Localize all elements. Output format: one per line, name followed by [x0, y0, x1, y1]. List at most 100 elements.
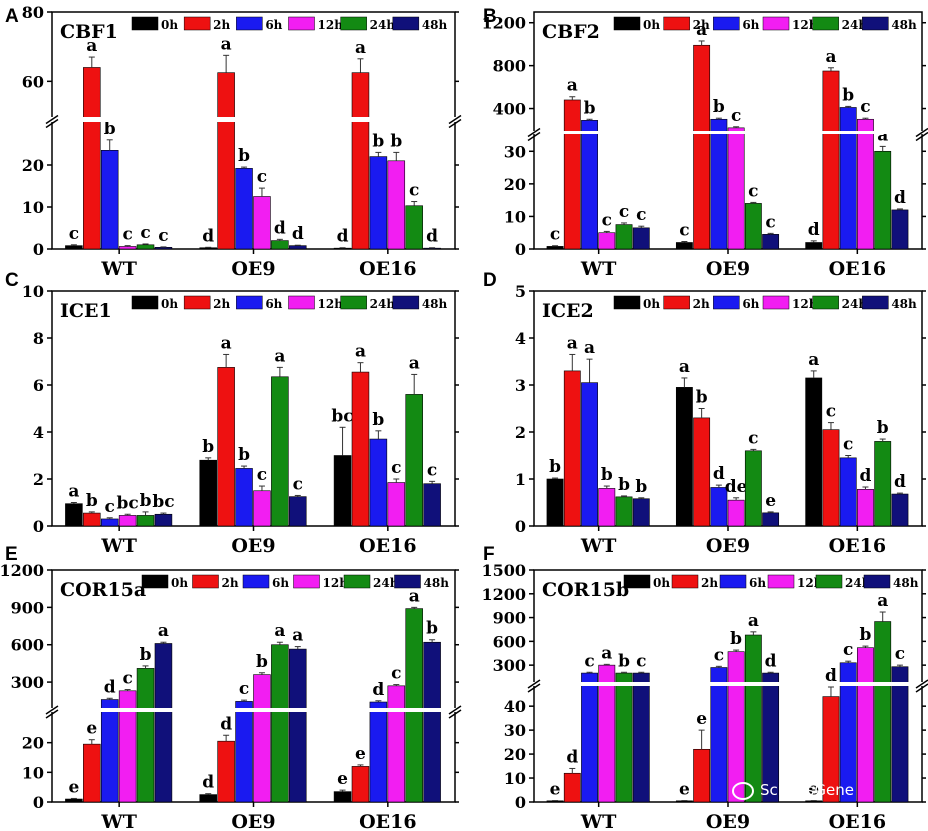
significance-letter: b [238, 146, 250, 166]
legend-label: 6h [742, 18, 759, 32]
legend-swatch [713, 16, 740, 31]
bar [253, 490, 271, 527]
bar [693, 44, 711, 250]
significance-letter: b [618, 475, 630, 495]
x-tick-label: WT [580, 258, 616, 280]
significance-letter: b [860, 625, 872, 645]
y-tick-label: 300 [11, 673, 44, 692]
significance-letter: e [808, 780, 819, 800]
significance-letter: d [808, 220, 820, 240]
bar [874, 621, 892, 803]
y-tick-label: 0 [33, 517, 44, 536]
significance-letter: d [104, 677, 116, 697]
bar [598, 488, 616, 527]
panel-letter: F [483, 544, 495, 565]
y-tick-label: 30 [504, 142, 526, 161]
bar [118, 515, 137, 527]
legend-swatch [623, 574, 651, 589]
bar [199, 794, 217, 803]
significance-letter: bc [116, 493, 138, 513]
axis-break-mark [915, 131, 928, 142]
axis-break-mark [915, 127, 928, 138]
bar [405, 608, 423, 803]
significance-letter: c [140, 223, 150, 243]
legend-label: 24h [370, 297, 396, 311]
y-tick-label: 600 [493, 632, 526, 651]
significance-letter: c [636, 651, 646, 671]
significance-letter: b [390, 131, 402, 151]
x-tick-label: OE16 [829, 535, 886, 557]
legend-swatch [713, 295, 740, 310]
bar [199, 459, 217, 527]
legend-label: 0h [643, 18, 660, 32]
bar [387, 160, 406, 250]
bar [154, 513, 173, 527]
bar [333, 455, 352, 527]
legend-label: 12h [318, 18, 344, 32]
bar [891, 209, 909, 250]
bar [100, 150, 119, 250]
axis-break-mark [915, 679, 928, 689]
y-tick-label: 0 [33, 793, 44, 812]
significance-letter: a [409, 586, 420, 606]
legend-label: 24h [370, 18, 396, 32]
bar [598, 232, 616, 250]
significance-letter: a [877, 591, 888, 611]
bar [615, 496, 633, 527]
legend-label: 48h [424, 576, 450, 590]
legend-label: 48h [422, 18, 448, 32]
bar [351, 371, 370, 527]
bar [632, 227, 650, 250]
bar [351, 72, 370, 250]
significance-letter: a [825, 47, 836, 67]
chart-title: ICE2 [542, 300, 594, 322]
axis-break-mark [45, 705, 59, 715]
significance-letter: b [202, 437, 214, 457]
legend-swatch [613, 16, 641, 31]
bar [199, 247, 217, 250]
bar [632, 672, 650, 803]
y-tick-label: 20 [504, 745, 526, 764]
significance-letter: c [427, 460, 437, 480]
bar [805, 377, 823, 527]
significance-letter: c [105, 497, 115, 517]
bar [727, 499, 745, 527]
legend-swatch [340, 295, 367, 310]
bar [675, 387, 693, 527]
legend-swatch [141, 574, 169, 589]
significance-letter: c [765, 212, 775, 232]
y-tick-label: 4 [33, 423, 44, 442]
bar [289, 496, 307, 527]
legend-swatch [613, 295, 641, 310]
significance-letter: d [860, 466, 872, 486]
legend-swatch [236, 295, 263, 310]
bar [333, 791, 352, 803]
legend-swatch [236, 16, 263, 31]
legend-swatch [663, 16, 690, 31]
legend-label: 0h [161, 18, 178, 32]
significance-letter: b [256, 652, 268, 672]
bar [289, 648, 307, 803]
significance-letter: a [274, 621, 285, 641]
bar [405, 394, 423, 527]
axis-break-mark [448, 709, 462, 719]
legend-label: 2h [213, 297, 230, 311]
axis-break-band [50, 117, 457, 122]
panel-letter: E [5, 544, 18, 565]
significance-letter: a [355, 342, 366, 362]
significance-letter: c [158, 226, 168, 246]
y-tick-label: 80 [22, 3, 44, 22]
significance-letter: c [409, 181, 419, 201]
x-tick-label: OE16 [359, 811, 416, 831]
legend-label: 0h [161, 297, 178, 311]
significance-letter: c [391, 458, 401, 478]
significance-letter: d [713, 464, 725, 484]
bar [563, 772, 581, 803]
y-tick-label: 300 [493, 656, 526, 675]
bar [615, 224, 633, 250]
significance-letter: b [426, 619, 438, 639]
bar [675, 242, 693, 250]
panel-letter: C [5, 270, 19, 291]
